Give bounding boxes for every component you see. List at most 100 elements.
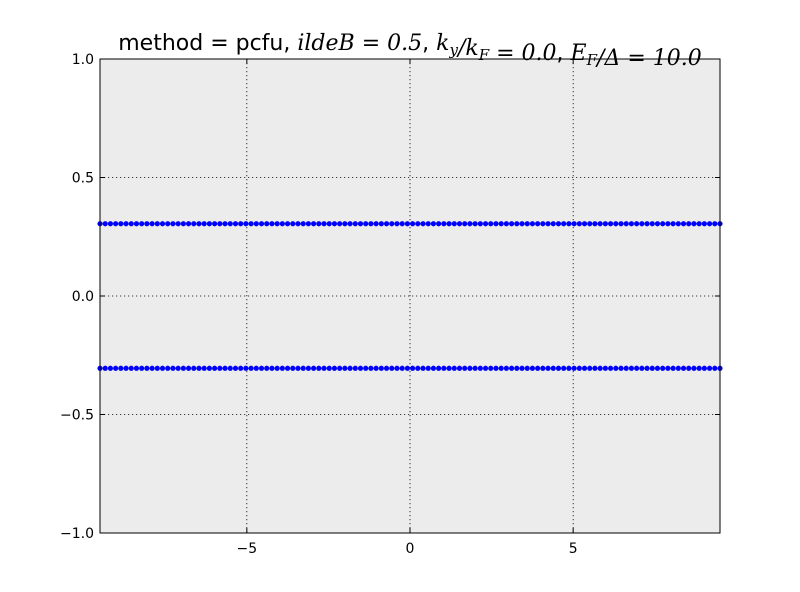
data-point	[670, 221, 676, 227]
data-point	[149, 365, 155, 371]
data-point	[238, 365, 244, 371]
data-point	[139, 365, 145, 371]
data-point	[618, 365, 624, 371]
data-point	[170, 365, 176, 371]
data-point	[378, 365, 384, 371]
data-point	[660, 221, 666, 227]
data-point	[529, 365, 536, 371]
data-point	[295, 365, 301, 371]
data-point	[696, 221, 702, 227]
data-point	[488, 365, 494, 371]
data-point	[571, 365, 577, 371]
data-point	[587, 365, 593, 371]
data-point	[670, 365, 676, 371]
data-point	[269, 365, 275, 371]
data-point	[514, 221, 520, 227]
data-point	[113, 365, 119, 371]
data-point	[373, 221, 379, 227]
data-point	[566, 221, 572, 227]
data-point	[212, 365, 218, 371]
data-point	[185, 221, 192, 227]
data-point	[561, 365, 567, 371]
data-point	[706, 221, 713, 227]
data-point	[488, 221, 494, 227]
data-points	[97, 221, 723, 371]
data-point	[508, 221, 515, 227]
data-point	[180, 221, 186, 227]
data-point	[128, 221, 134, 227]
data-point	[118, 365, 124, 371]
data-point	[561, 221, 567, 227]
data-point	[498, 365, 504, 371]
y-tick-label: 0.5	[72, 171, 94, 187]
data-point	[592, 221, 598, 227]
data-point	[660, 365, 666, 371]
data-point	[696, 365, 702, 371]
data-point	[191, 365, 197, 371]
data-point	[290, 365, 296, 371]
data-point	[613, 221, 619, 227]
axis-ticks	[100, 58, 720, 534]
data-point	[363, 221, 369, 227]
data-point	[701, 365, 707, 371]
data-point	[316, 365, 322, 371]
data-point	[227, 365, 233, 371]
data-point	[545, 365, 551, 371]
data-point	[571, 221, 577, 227]
data-point	[238, 221, 244, 227]
data-point	[159, 221, 166, 227]
data-point	[248, 221, 254, 227]
data-point	[430, 221, 437, 227]
data-point	[639, 365, 645, 371]
data-point	[686, 365, 692, 371]
data-point	[613, 365, 619, 371]
data-point	[535, 221, 541, 227]
data-point	[352, 221, 358, 227]
data-point	[451, 221, 457, 227]
y-tick-label: −0.5	[60, 408, 94, 424]
data-point	[441, 221, 447, 227]
data-point	[337, 365, 343, 371]
data-point	[357, 365, 364, 371]
data-point	[410, 365, 416, 371]
data-point	[493, 221, 499, 227]
data-point	[206, 365, 213, 371]
data-point	[524, 221, 530, 227]
data-point	[415, 365, 421, 371]
data-point	[154, 365, 160, 371]
data-point	[540, 365, 546, 371]
data-point	[347, 221, 353, 227]
data-point	[446, 221, 452, 227]
data-point	[331, 365, 338, 371]
data-point	[706, 365, 713, 371]
data-point	[342, 221, 348, 227]
data-point	[243, 221, 249, 227]
data-point	[712, 221, 718, 227]
data-point	[107, 221, 114, 227]
data-point	[654, 221, 661, 227]
data-point	[144, 365, 150, 371]
y-tick-label: −1.0	[60, 526, 94, 542]
data-point	[201, 365, 207, 371]
data-point	[467, 221, 473, 227]
data-point	[420, 365, 426, 371]
data-point	[550, 221, 556, 227]
data-point	[462, 221, 468, 227]
data-point	[665, 365, 671, 371]
y-tick-label: 0.0	[72, 289, 94, 305]
data-point	[232, 365, 239, 371]
data-point	[472, 365, 478, 371]
data-point	[602, 365, 608, 371]
data-point	[415, 221, 421, 227]
data-point	[581, 365, 588, 371]
data-point	[514, 365, 520, 371]
data-point	[311, 221, 317, 227]
data-point	[654, 365, 661, 371]
data-point	[425, 221, 431, 227]
data-point	[675, 221, 681, 227]
data-point	[628, 221, 635, 227]
data-point	[644, 365, 650, 371]
data-point	[566, 365, 572, 371]
data-point	[331, 221, 338, 227]
data-point	[295, 221, 301, 227]
